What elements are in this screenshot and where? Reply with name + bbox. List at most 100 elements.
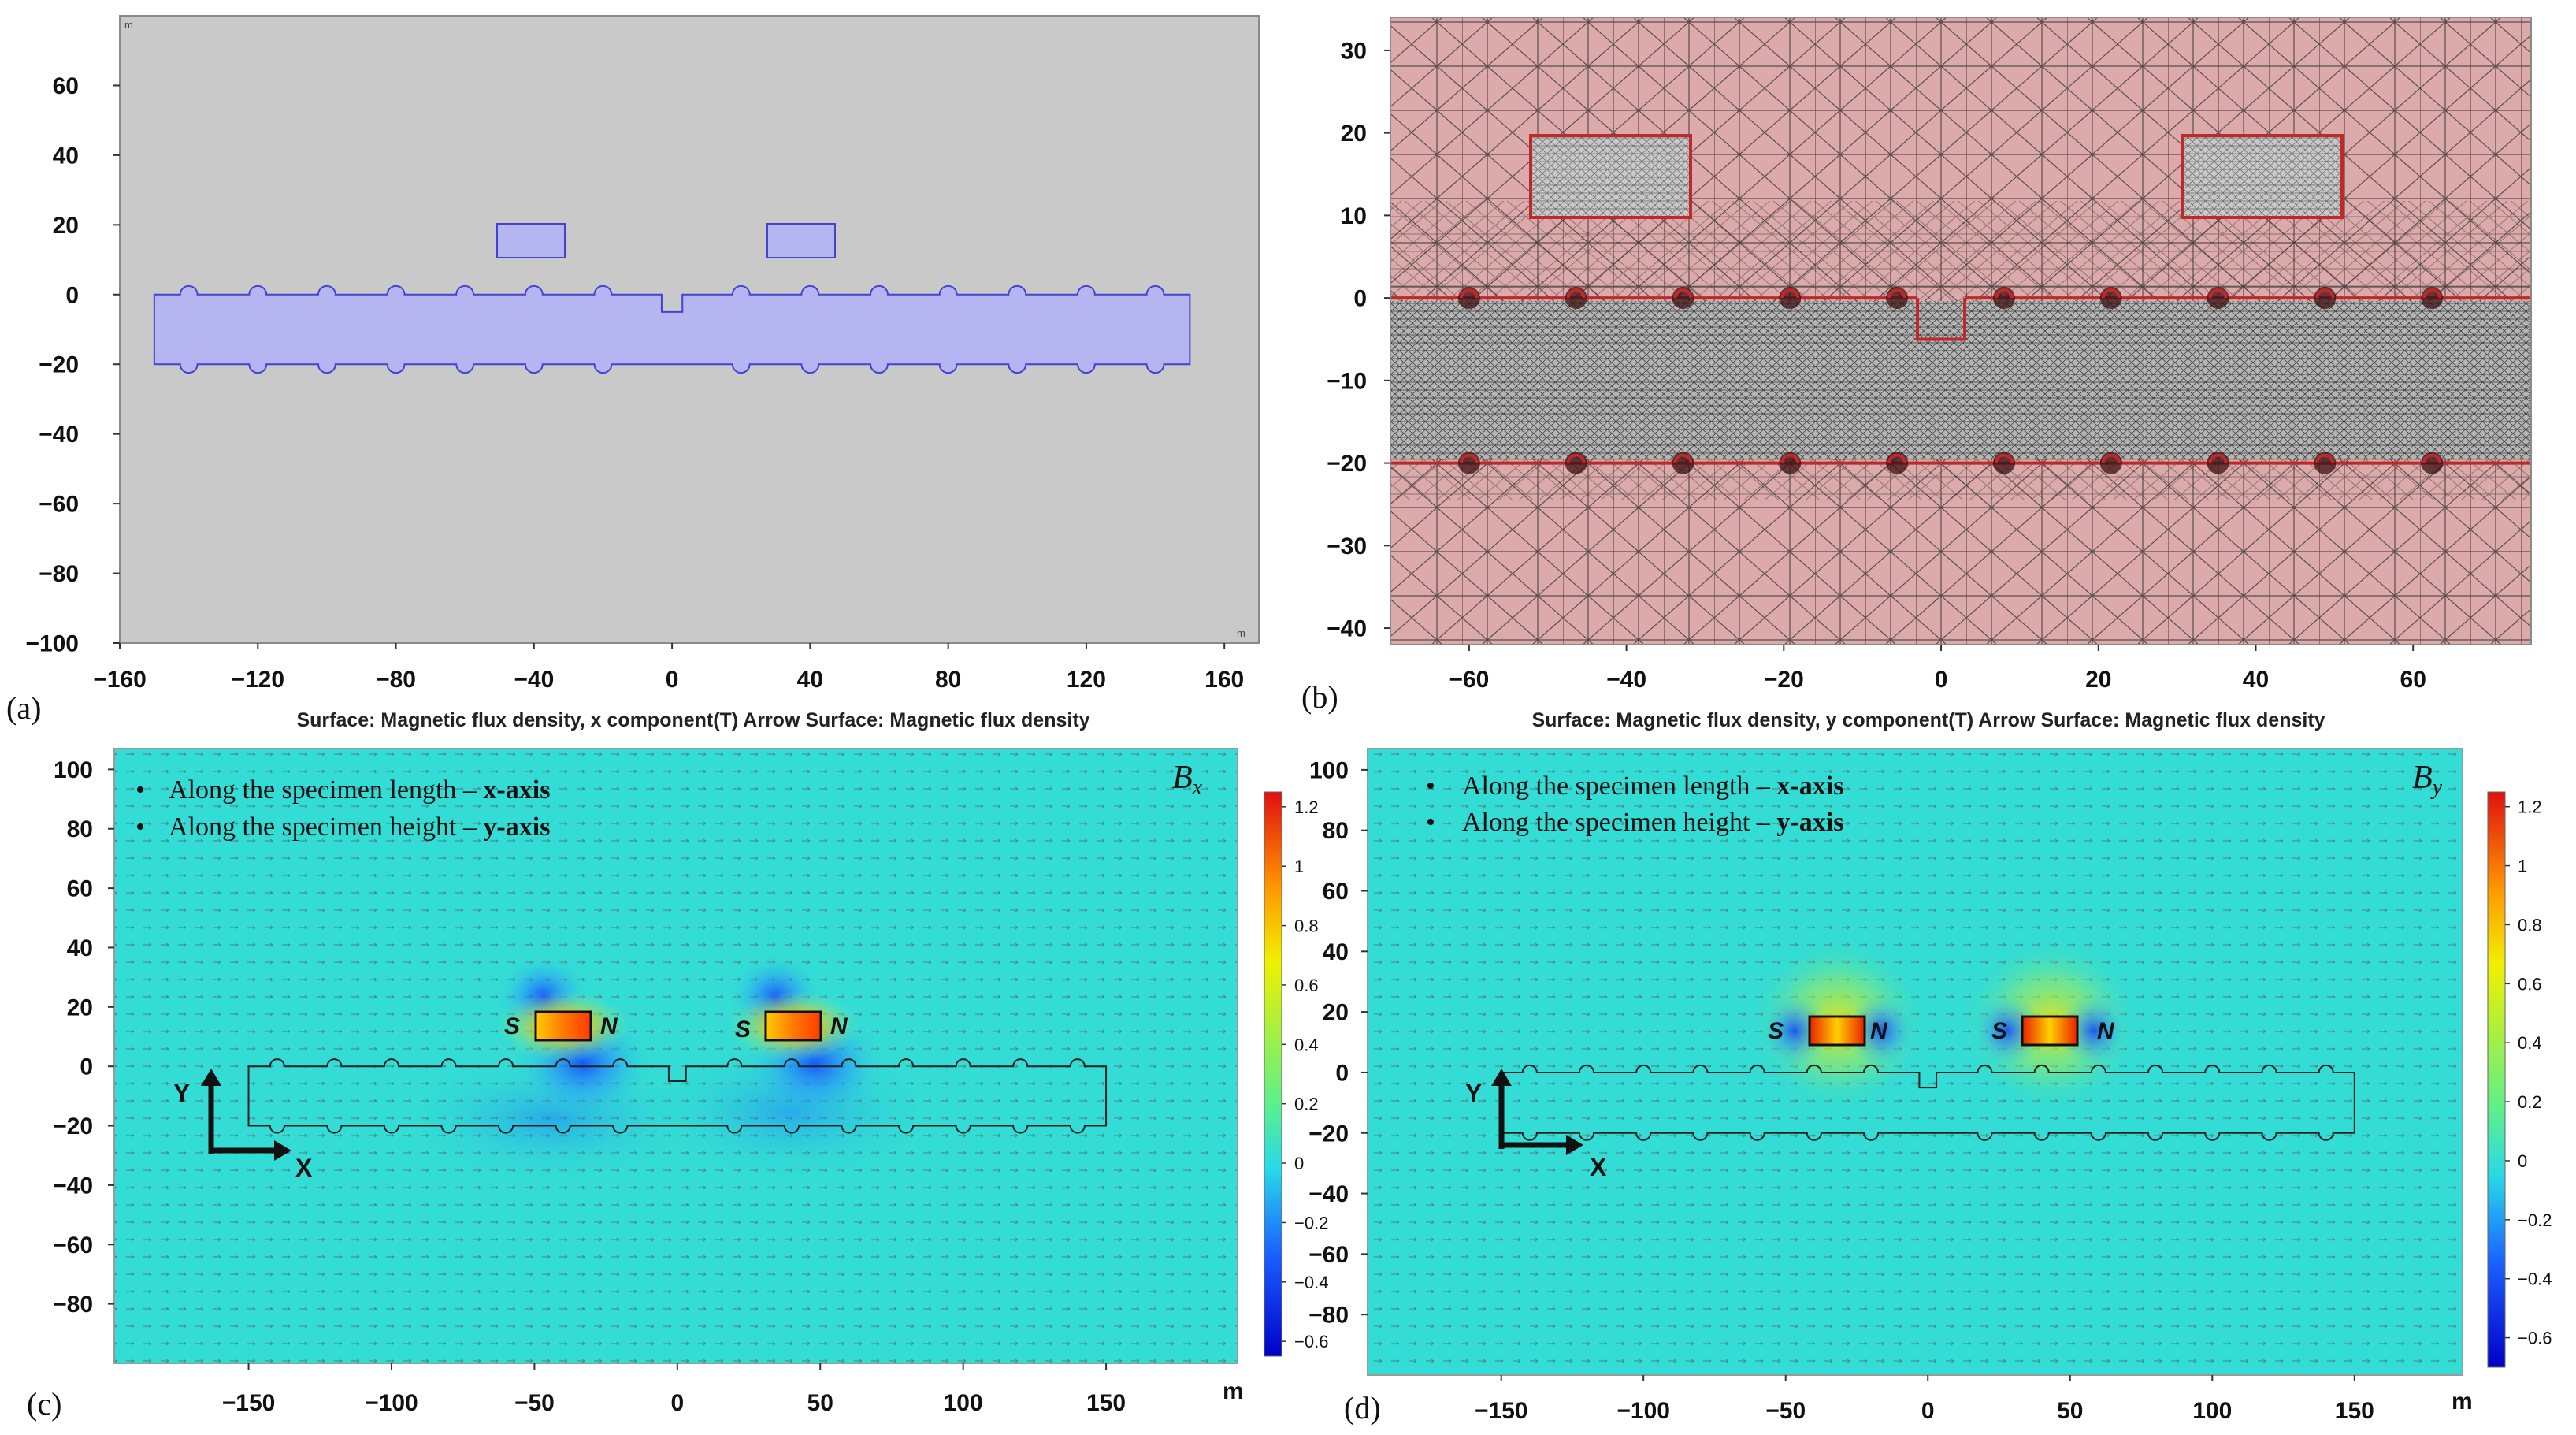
x-tick-label: 150	[1086, 1390, 1126, 1416]
y-tick-label: 40	[53, 143, 79, 169]
panel-c-bullet-dot-2: •	[135, 812, 145, 842]
panel-c-field-symbol: Bx	[1172, 760, 1203, 800]
colorbar-tick-label: 0.8	[1294, 916, 1319, 936]
y-tick-label: 100	[54, 757, 93, 783]
panel-c-pole-s-left: S	[504, 1013, 520, 1039]
y-tick-label: 40	[67, 935, 93, 961]
panel-c-bullets: • Along the specimen length – x-axis • A…	[135, 775, 550, 842]
colorbar-tick-label: 0.4	[2518, 1033, 2542, 1053]
x-tick-label: −50	[514, 1390, 555, 1416]
colorbar-tick-label: 1.2	[2518, 797, 2542, 817]
panel-b-x-ticks: −60 −40 −20 0 20 40 60	[1449, 645, 2426, 693]
panel-d-magnet-left	[1808, 1015, 1866, 1047]
panel-d-pole-s-left: S	[1768, 1018, 1784, 1044]
panel-a-x-ticks: −160 −120 −80 −40 0 40 80 120 160	[93, 643, 1244, 693]
panel-d: Surface: Magnetic flux density, y compon…	[1308, 709, 2552, 1426]
panel-b-mesh	[1390, 17, 2531, 645]
panel-d-x-ticks: −150 −100 −50 0 50 100 150	[1475, 1375, 2374, 1424]
panel-d-specimen-outline	[1500, 1064, 2355, 1141]
panel-a-y-ticks: 60 40 20 0 −20 −40 −60 −80 −100	[25, 73, 120, 657]
specimen-shape	[153, 284, 1191, 374]
y-tick-label: 10	[1341, 203, 1367, 229]
x-tick-label: 150	[2335, 1398, 2374, 1424]
boundary-bump	[2101, 453, 2121, 463]
panel-d-y-ticks: 100 80 60 40 20 0 −20 −40 −60 −80	[1308, 757, 1368, 1329]
y-tick-label: 80	[1323, 818, 1349, 844]
panel-d-magnet-right	[2021, 1015, 2079, 1047]
y-tick-label: −80	[39, 561, 79, 587]
y-tick-label: 60	[53, 73, 79, 99]
panel-d-title: Surface: Magnetic flux density, y compon…	[1531, 709, 2325, 731]
panel-a: m m −160 −120 −80 −40 0 40 80 120 160 60 40 20 0 −20…	[6, 15, 1260, 726]
colorbar-tick-label: −0.4	[1294, 1273, 1328, 1292]
panel-b-y-ticks: 30 20 10 0 −10 −20 −30 −40	[1327, 38, 1390, 642]
x-tick-label: −80	[376, 667, 416, 693]
colorbar-tick-label: 0.4	[1294, 1035, 1319, 1054]
panel-c-pole-s-right: S	[735, 1017, 751, 1043]
x-tick-label: −100	[1616, 1398, 1670, 1424]
panel-d-bullets: • Along the specimen length – x-axis • A…	[1426, 771, 1843, 837]
boundary-bump	[2315, 453, 2335, 463]
colorbar-tick-label: 0.8	[2518, 915, 2542, 935]
y-tick-label: −40	[1327, 616, 1367, 642]
x-tick-label: −60	[1449, 667, 1489, 693]
y-tick-label: 20	[1341, 121, 1367, 147]
panel-c: Surface: Magnetic flux density, x compon…	[27, 709, 1328, 1422]
panel-d-bullet-dot-1: •	[1426, 771, 1435, 801]
panel-d-bullet-2: Along the specimen height – y-axis	[1462, 808, 1843, 837]
panel-b-magnet-boundary-right	[2181, 134, 2344, 219]
colorbar-tick-label: 0.6	[2518, 974, 2542, 994]
x-tick-label: 40	[2243, 667, 2269, 693]
panel-c-x-ticks: −150 −100 −50 0 50 100 150	[222, 1363, 1126, 1416]
panel-c-bullet-1: Along the specimen length – x-axis	[169, 775, 550, 805]
x-tick-label: 50	[2057, 1398, 2083, 1424]
specimen-shape	[247, 1058, 1108, 1134]
y-tick-label: −60	[53, 1232, 93, 1258]
colorbar-tick-label: −0.2	[1294, 1213, 1328, 1232]
y-tick-label: −60	[1308, 1242, 1349, 1268]
y-tick-label: 40	[1323, 939, 1349, 965]
boundary-bump	[1673, 453, 1693, 463]
panel-d-field-symbol: By	[2412, 760, 2443, 800]
y-tick-label: 20	[67, 994, 93, 1020]
y-tick-label: −80	[53, 1292, 93, 1318]
y-tick-label: −20	[53, 1113, 93, 1139]
y-tick-label: −40	[1308, 1181, 1349, 1207]
colorbar-tick-label: 1	[1294, 857, 1304, 876]
boundary-bump	[2422, 288, 2442, 299]
x-tick-label: 100	[2192, 1398, 2232, 1424]
boundary-bump	[2101, 288, 2121, 299]
panel-a-unit-mark: m	[124, 19, 133, 31]
boundary-bump	[1459, 288, 1479, 299]
y-tick-label: 30	[1341, 38, 1367, 64]
panel-c-colorbar-ticks: 1.2 1 0.8 0.6 0.4 0.2 0 −0.2 −0.4 −0.6	[1282, 797, 1328, 1351]
panel-b-magnet-boundary-left	[1529, 134, 1692, 219]
boundary-bump	[1566, 288, 1586, 299]
x-tick-label: 80	[935, 667, 961, 693]
x-tick-label: 0	[1921, 1398, 1935, 1424]
panel-c-colorbar	[1264, 791, 1282, 1357]
colorbar-tick-label: 0	[2518, 1151, 2527, 1171]
panel-a-unit-mark-2: m	[1237, 627, 1245, 639]
panel-d-x-unit: m	[2452, 1389, 2473, 1415]
boundary-bump	[1887, 453, 1907, 463]
colorbar-tick-label: 1.2	[1294, 797, 1319, 817]
panel-c-axis-y-label: Y	[173, 1079, 190, 1107]
boundary-bump	[1887, 288, 1907, 299]
panel-c-pole-n-left: N	[600, 1013, 618, 1039]
boundary-notch	[1916, 298, 1966, 341]
x-tick-label: −40	[514, 667, 554, 693]
boundary-bump	[1566, 453, 1586, 463]
boundary-bump	[1459, 453, 1479, 463]
panel-b-label: (b)	[1301, 679, 1338, 715]
x-tick-label: −120	[231, 667, 284, 693]
panel-d-pole-s-right: S	[1991, 1018, 2007, 1044]
colorbar-tick-label: −0.2	[2518, 1210, 2552, 1230]
panel-c-specimen-outline	[247, 1058, 1108, 1134]
panel-c-magnet-left	[534, 1010, 592, 1042]
boundary-bump	[1994, 288, 2014, 299]
x-tick-label: −40	[1606, 667, 1646, 693]
panel-c-y-ticks: 100 80 60 40 20 0 −20 −40 −60 −80	[53, 757, 114, 1318]
panel-a-label: (a)	[6, 690, 41, 726]
